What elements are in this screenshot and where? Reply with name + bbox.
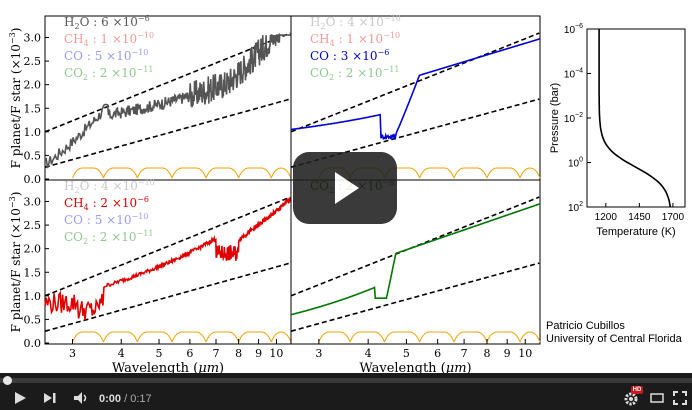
play-icon[interactable] xyxy=(12,390,28,406)
play-icon xyxy=(335,172,359,204)
fullscreen-icon[interactable] xyxy=(672,390,688,406)
miniplayer-icon[interactable] xyxy=(649,390,665,406)
spectrum-co2 xyxy=(290,203,541,316)
tp-y-tick-label: 10−4 xyxy=(564,68,583,81)
y-tick-label: 1.0 xyxy=(24,126,42,139)
y-tick-label: 3.0 xyxy=(24,196,42,209)
big-play-button[interactable] xyxy=(293,152,397,224)
upper-envelope-line xyxy=(44,32,291,133)
time-separator: / xyxy=(121,393,131,405)
tp-x-tick-label: 1450 xyxy=(628,212,651,223)
tp-y-tick-label: 10−6 xyxy=(564,23,583,36)
x-tick-label: 3 xyxy=(315,347,322,360)
scrubber-handle[interactable] xyxy=(3,376,12,385)
x-tick-label: 5 xyxy=(403,347,410,360)
upper-envelope-line xyxy=(44,196,291,297)
y-tick-label: 0.0 xyxy=(24,173,42,186)
credit-affiliation: University of Central Florida xyxy=(546,333,683,345)
tp-x-tick-label: 1700 xyxy=(662,212,685,223)
legend-entry: CO : 5 ×10−10 xyxy=(64,212,148,227)
spectrum-h2o xyxy=(44,32,291,169)
filter-bandpass xyxy=(72,167,292,179)
progress-bar[interactable] xyxy=(0,378,692,383)
upper-envelope-line xyxy=(290,196,540,297)
legend-entry: CO2 : 2 ×10−11 xyxy=(64,65,153,82)
lower-envelope-line xyxy=(44,262,291,332)
legend-entry: CH4 : 1 ×10−10 xyxy=(64,31,154,48)
x-axis-label: Wavelength (μm) xyxy=(112,361,224,373)
tp-profile-line xyxy=(598,29,671,208)
y-axis-label: F planet/F star (×10−3) xyxy=(8,28,23,169)
legend-entry: H2O : 4 ×10−10 xyxy=(64,178,155,195)
x-tick-label: 5 xyxy=(156,347,163,360)
x-tick-label: 3 xyxy=(69,347,76,360)
tp-y-axis-label: Pressure (bar) xyxy=(549,83,561,153)
x-tick-label: 6 xyxy=(186,347,193,360)
volume-icon[interactable] xyxy=(72,390,90,406)
x-tick-label: 6 xyxy=(434,347,441,360)
legend-entry: CH4 : 2 ×10−6 xyxy=(64,195,149,212)
x-tick-label: 8 xyxy=(483,347,490,360)
x-tick-label: 7 xyxy=(461,347,468,360)
x-tick-label: 4 xyxy=(118,347,125,360)
legend-entry: H2O : 4 ×10−10 xyxy=(310,14,401,31)
legend-entry: H2O : 6 ×10−6 xyxy=(64,14,150,31)
y-tick-label: 1.0 xyxy=(24,290,42,303)
lower-envelope-line xyxy=(290,98,540,168)
x-tick-label: 7 xyxy=(213,347,220,360)
tp-y-tick-label: 10−2 xyxy=(564,112,583,125)
lower-envelope-line xyxy=(290,262,540,332)
x-tick-label: 10 xyxy=(518,347,532,360)
y-axis-label: F planet/F star (×10−3) xyxy=(8,192,23,333)
legend-entry: CH4 : 1 ×10−10 xyxy=(310,31,400,48)
x-tick-label: 4 xyxy=(365,347,372,360)
lower-envelope-line xyxy=(44,98,291,168)
x-tick-label: 8 xyxy=(235,347,242,360)
tp-y-tick-label: 102 xyxy=(568,201,583,214)
filter-bandpass xyxy=(318,331,541,343)
legend-entry: CO2 : 2 ×10−11 xyxy=(310,65,399,82)
y-tick-label: 0.0 xyxy=(24,337,42,350)
x-tick-label: 10 xyxy=(269,347,283,360)
x-tick-label: 9 xyxy=(255,347,262,360)
y-tick-label: 3.0 xyxy=(24,32,42,45)
y-tick-label: 0.5 xyxy=(24,149,42,162)
settings-icon[interactable] xyxy=(622,389,642,407)
y-tick-label: 2.5 xyxy=(24,219,42,232)
x-tick-label: 9 xyxy=(504,347,511,360)
time-display: 0:00 / 0:17 xyxy=(99,393,152,405)
tp-y-tick-label: 100 xyxy=(568,157,583,170)
upper-envelope-line xyxy=(290,32,540,133)
y-tick-label: 0.5 xyxy=(24,313,42,326)
tp-frame xyxy=(586,28,686,208)
legend-entry: CO : 5 ×10−10 xyxy=(64,48,148,63)
credit-author: Patricio Cubillos xyxy=(546,320,625,332)
hd-badge: HD xyxy=(631,386,643,394)
y-tick-label: 1.5 xyxy=(24,266,42,279)
y-tick-label: 2.0 xyxy=(24,79,42,92)
legend-entry: CO : 3 ×10−6 xyxy=(310,48,389,63)
tp-x-axis-label: Temperature (K) xyxy=(596,226,675,238)
filter-bandpass xyxy=(72,331,292,343)
y-tick-label: 2.5 xyxy=(24,55,42,68)
y-tick-label: 1.5 xyxy=(24,102,42,115)
legend-entry: CO2 : 2 ×10−11 xyxy=(64,229,153,246)
duration: 0:17 xyxy=(130,393,152,405)
x-axis-label: Wavelength (μm) xyxy=(359,361,471,373)
next-icon[interactable] xyxy=(42,390,58,406)
current-time: 0:00 xyxy=(99,393,122,405)
tp-x-tick-label: 1200 xyxy=(595,212,618,223)
video-frame[interactable]: H2O : 6 ×10−6 CH4 : 1 ×10−10 CO : 5 ×10−10… xyxy=(0,0,692,376)
y-tick-label: 2.0 xyxy=(24,243,42,256)
spectrum-co xyxy=(290,38,541,141)
spectrum-ch4 xyxy=(44,197,292,321)
